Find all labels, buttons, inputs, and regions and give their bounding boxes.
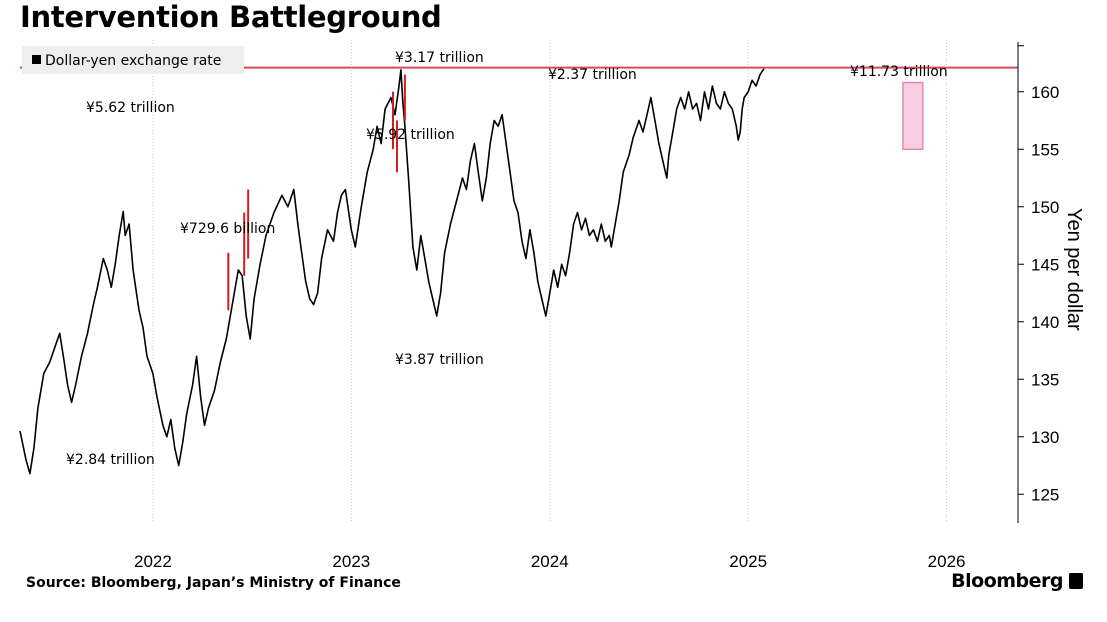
y-axis-label: Yen per dollar (1063, 208, 1085, 331)
annotation-label: ¥2.37 trillion (548, 67, 637, 83)
annotation-label: ¥3.87 trillion (395, 352, 484, 368)
legend-background (22, 46, 244, 74)
x-tick-label: 2024 (531, 552, 569, 571)
y-tick-label: 145 (1031, 255, 1059, 274)
series-group (19, 68, 765, 475)
annotation-label: ¥5.62 trillion (86, 100, 175, 116)
y-tick-label: 160 (1031, 83, 1059, 102)
annotation-label: ¥2.84 trillion (66, 452, 155, 468)
y-axis: 125 130 135 140 145 150 155 160 (1017, 42, 1059, 523)
x-tick-label: 2026 (928, 552, 966, 571)
y-tick-label: 125 (1031, 485, 1059, 504)
grid-lines (152, 40, 948, 523)
series-line-dollar-yen (19, 68, 765, 475)
annotation-label: ¥3.17 trillion (395, 50, 484, 66)
y-tick-label: 130 (1031, 428, 1059, 447)
y-tick-label: 155 (1031, 140, 1059, 159)
annotation-label: ¥729.6 billion (180, 221, 275, 237)
y-tick-label: 135 (1031, 370, 1059, 389)
x-tick-label: 2022 (134, 552, 172, 571)
y-tick-label: 140 (1031, 313, 1059, 332)
x-tick-label: 2025 (729, 552, 767, 571)
legend: Dollar-yen exchange rate (22, 46, 244, 74)
x-tick-label: 2023 (332, 552, 370, 571)
terminal-icon (1069, 573, 1083, 589)
chart-title: Intervention Battleground (20, 0, 442, 34)
brand-name: Bloomberg (951, 570, 1063, 592)
source-note: Source: Bloomberg, Japan’s Ministry of F… (26, 575, 401, 591)
legend-label: Dollar-yen exchange rate (45, 53, 221, 69)
intervention-markers (227, 74, 406, 311)
annotation-label: ¥5.92 trillion (366, 127, 455, 143)
highlight-box (902, 81, 924, 150)
highlight-group (902, 81, 924, 150)
brand-logo: Bloomberg (951, 570, 1083, 592)
legend-swatch (32, 55, 41, 64)
y-tick-label: 150 (1031, 198, 1059, 217)
x-axis: 2022 2023 2024 2025 2026 (134, 552, 965, 571)
annotation-label: ¥11.73 trillion (850, 64, 948, 80)
